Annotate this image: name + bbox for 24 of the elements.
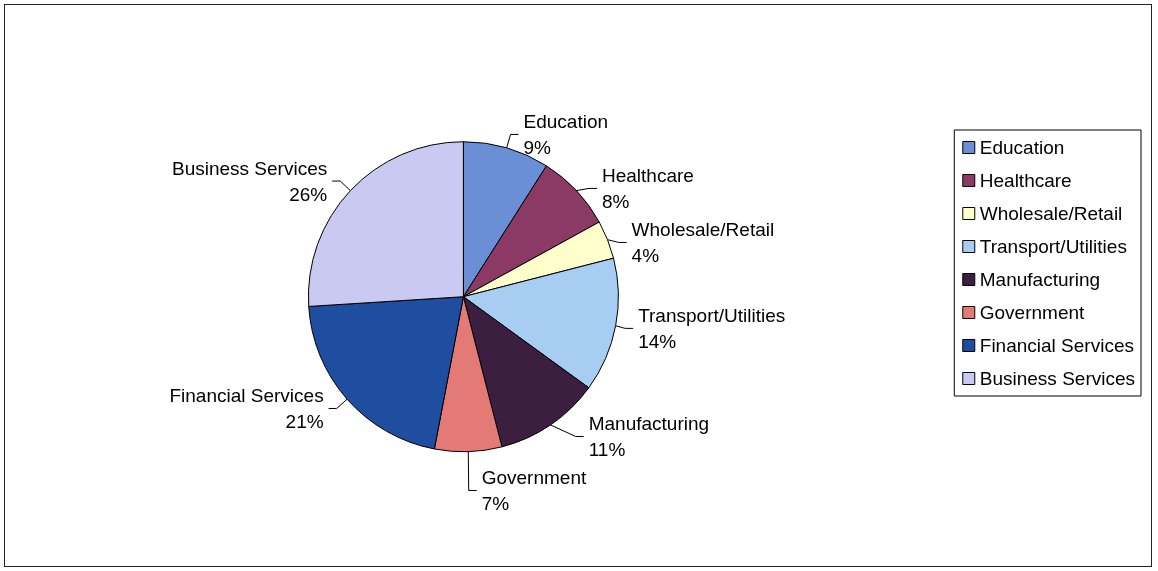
data-label: 26% bbox=[289, 183, 328, 205]
data-label: 4% bbox=[631, 244, 660, 266]
legend-label: Financial Services bbox=[979, 335, 1134, 356]
data-label: 8% bbox=[602, 190, 630, 212]
legend-label: Transport/Utilities bbox=[979, 236, 1127, 257]
slice-label: Wholesale/Retail bbox=[631, 218, 775, 240]
data-label: 7% bbox=[481, 493, 510, 514]
slice-label: Business Services bbox=[171, 157, 328, 179]
legend-label: Business Services bbox=[979, 368, 1136, 389]
data-label: 11% bbox=[588, 439, 626, 460]
slice-label: Manufacturing bbox=[588, 413, 710, 434]
data-label: 9% bbox=[523, 136, 552, 158]
slice-label: Education bbox=[523, 110, 609, 132]
slice-label: Government bbox=[481, 467, 587, 488]
data-label: 14% bbox=[638, 330, 677, 352]
legend-label: Wholesale/Retail bbox=[979, 203, 1123, 224]
legend-label: Government bbox=[979, 302, 1086, 323]
slice-label: Transport/Utilities bbox=[638, 304, 786, 326]
slice-label: Healthcare bbox=[602, 164, 694, 186]
legend-label: Manufacturing bbox=[979, 269, 1101, 290]
slice-label: Financial Services bbox=[169, 384, 324, 406]
legend-label: Education bbox=[979, 137, 1065, 158]
data-label: 21% bbox=[285, 410, 324, 432]
legend-label: Healthcare bbox=[979, 170, 1072, 191]
